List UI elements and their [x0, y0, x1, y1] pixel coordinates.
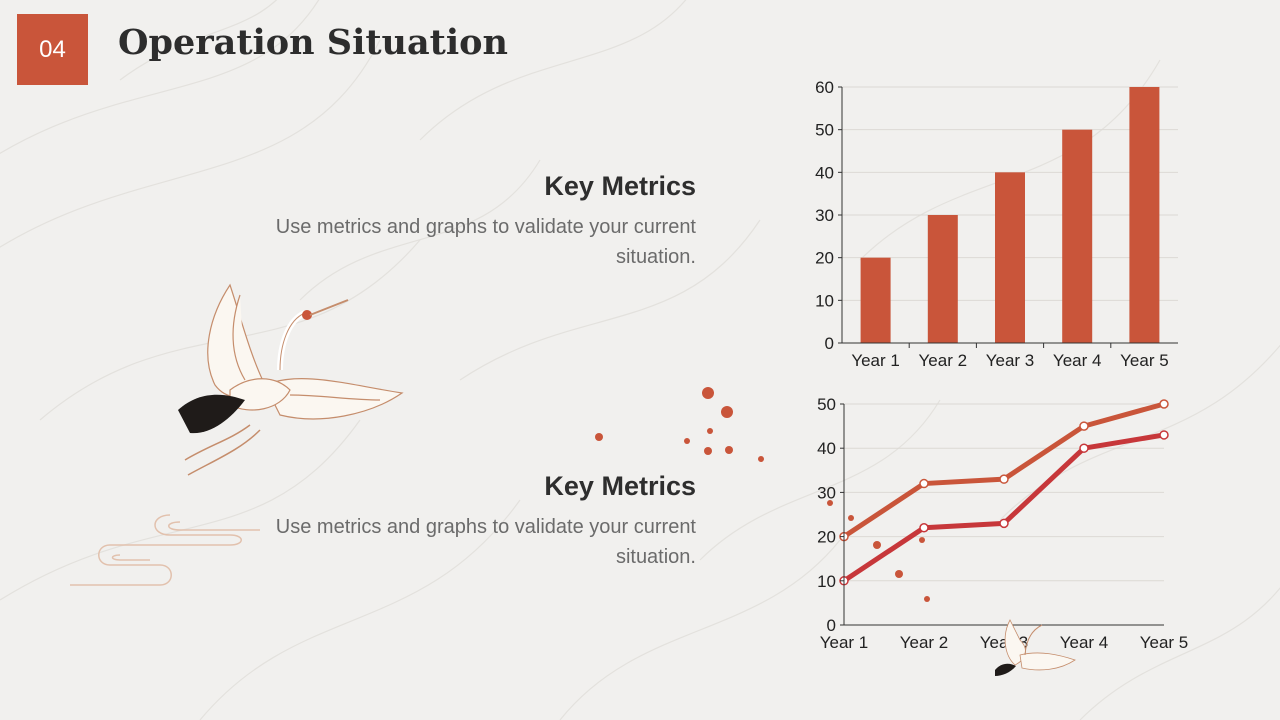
page-title: Operation Situation	[118, 22, 508, 63]
bar-x-tick-label: Year 4	[1053, 351, 1102, 370]
bar-4	[1062, 129, 1093, 343]
line-point-s2-3	[999, 518, 1009, 529]
line-point-s1-2	[919, 478, 929, 489]
small-crane-icon	[995, 619, 1076, 676]
bar-y-tick-label: 0	[825, 334, 834, 353]
bar-y-tick-label: 40	[815, 163, 834, 182]
bar-x-tick-label: Year 1	[851, 351, 900, 370]
bar-x-tick-label: Year 3	[986, 351, 1035, 370]
metric-block-1: Key Metrics Use metrics and graphs to va…	[256, 171, 696, 272]
line-y-tick-label: 20	[817, 528, 836, 547]
bar-y-tick-label: 30	[815, 206, 834, 225]
bar-x-tick-label: Year 5	[1120, 351, 1169, 370]
line-series-2	[842, 432, 1165, 583]
line-x-tick-label: Year 4	[1060, 633, 1109, 652]
dots-icon-small	[827, 500, 930, 602]
line-point-s2-5	[1159, 430, 1169, 440]
metric-description-1: Use metrics and graphs to validate your …	[275, 216, 696, 268]
bar-y-tick-label: 60	[815, 78, 834, 97]
line-series-1	[842, 401, 1165, 539]
line-point-s1-3	[999, 474, 1009, 484]
cloud-icon	[70, 514, 260, 586]
bar-1	[860, 257, 891, 343]
line-x-tick-label: Year 1	[820, 633, 869, 652]
metric-heading-1: Key Metrics	[544, 171, 696, 201]
bar-3	[995, 172, 1025, 343]
bar-2	[927, 215, 958, 343]
line-y-tick-label: 40	[817, 439, 836, 458]
metric-description-2: Use metrics and graphs to validate your …	[275, 516, 696, 568]
bar-5	[1129, 87, 1160, 343]
bar-x-tick-label: Year 2	[919, 351, 968, 370]
bar-y-tick-label: 20	[815, 249, 834, 268]
metric-block-2: Key Metrics Use metrics and graphs to va…	[256, 471, 696, 572]
line-point-s1-5	[1159, 399, 1169, 409]
metric-heading-2: Key Metrics	[544, 471, 696, 501]
bar-y-tick-label: 10	[815, 291, 834, 310]
bar-chart: 0 10 20 30 40 50 60 Year 1 Year 2 Year 3 Year 4 Yea…	[815, 78, 1178, 370]
crane-icon	[178, 283, 404, 476]
dots-icon	[595, 387, 764, 462]
line-y-tick-label: 0	[827, 616, 836, 635]
line-point-s2-4	[1079, 443, 1089, 453]
line-y-tick-label: 10	[817, 572, 836, 591]
line-point-s2-2	[919, 523, 929, 533]
line-x-tick-label: Year 2	[900, 633, 949, 652]
line-y-tick-label: 30	[817, 483, 836, 502]
bar-y-tick-label: 50	[815, 121, 834, 140]
line-y-tick-label: 50	[817, 395, 836, 414]
line-point-s1-4	[1079, 421, 1089, 431]
slide-number-badge: 04	[17, 14, 88, 85]
line-x-tick-label: Year 5	[1140, 633, 1189, 652]
